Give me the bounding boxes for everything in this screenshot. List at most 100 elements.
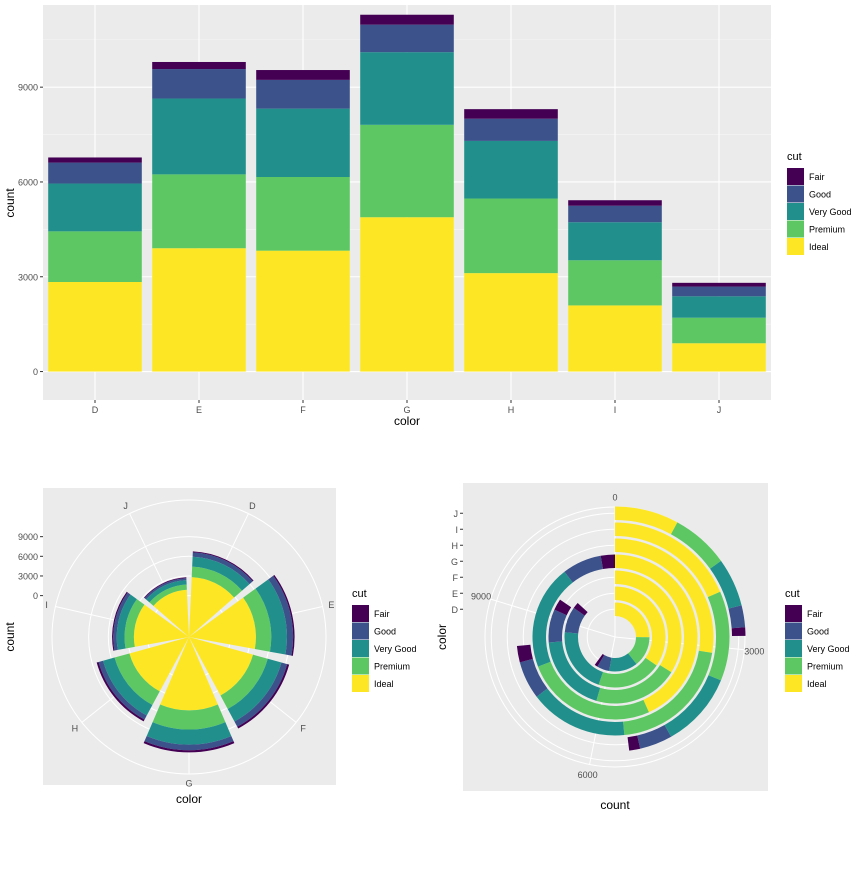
legend-label: Premium xyxy=(807,662,843,672)
wedge-F-very-good xyxy=(227,658,282,722)
angle-tick-label: 9000 xyxy=(471,592,491,602)
legend-key xyxy=(352,675,369,692)
y-tick-label: 6000 xyxy=(18,177,38,187)
wedge-J-good xyxy=(144,578,187,600)
bar-segment-E-ideal xyxy=(152,248,246,372)
arc-D-ideal xyxy=(615,602,650,638)
bar-segment-J-premium xyxy=(672,317,766,344)
wedge-E-premium xyxy=(243,588,272,652)
y-axis-ticks: 0 3000 6000 9000 xyxy=(18,532,43,601)
legend-key xyxy=(352,640,369,657)
y-tick-label: 6000 xyxy=(18,552,38,562)
legend-key xyxy=(352,622,369,640)
arc-F-very-good xyxy=(548,641,601,701)
wedge-J-very-good xyxy=(146,580,187,603)
wedge-E-very-good xyxy=(255,579,287,655)
y-tick-label: 9000 xyxy=(18,83,38,93)
wedge-I-good xyxy=(113,592,131,651)
bar-segment-G-very-good xyxy=(360,52,454,125)
arc-H-premium xyxy=(623,650,713,736)
wedge-J-premium xyxy=(149,584,187,606)
bar-segment-J-fair xyxy=(672,282,766,287)
bar-segment-E-premium xyxy=(152,174,246,249)
x-tick-label: F xyxy=(300,405,306,415)
legend-title: cut xyxy=(352,588,367,600)
legend-label: Premium xyxy=(374,662,410,672)
y-axis-title: count xyxy=(3,188,17,218)
wedge-D-ideal xyxy=(189,577,235,637)
x-tick-label: D xyxy=(92,405,99,415)
bar-segment-E-fair xyxy=(152,61,246,70)
arc-I-premium xyxy=(707,591,730,681)
bar-segment-G-good xyxy=(360,24,454,53)
bar-segment-F-ideal xyxy=(256,250,350,372)
bar-segment-H-very-good xyxy=(464,140,558,199)
x-axis-title: count xyxy=(600,798,630,812)
wedge-F-good xyxy=(234,662,288,727)
category-tick-label: F xyxy=(453,573,459,583)
legend-label: Very Good xyxy=(807,644,850,654)
wedge-E-ideal xyxy=(189,597,256,649)
arc-H-ideal xyxy=(615,538,714,653)
arc-J-very-good xyxy=(710,560,742,609)
arc-E-premium xyxy=(598,657,657,688)
legend-key xyxy=(785,640,802,657)
legend-key xyxy=(787,238,804,255)
wedge-D-premium xyxy=(191,566,243,598)
arc-I-ideal xyxy=(615,522,721,598)
arcs xyxy=(516,506,746,751)
angle-tick-label: 0 xyxy=(612,493,617,503)
bar-segment-J-good xyxy=(672,286,766,297)
bar-segment-J-very-good xyxy=(672,296,766,318)
bar-segment-I-premium xyxy=(568,260,662,306)
bar-segment-H-good xyxy=(464,118,558,141)
bar-segment-I-ideal xyxy=(568,305,662,372)
legend-key xyxy=(787,203,804,220)
arc-G-premium xyxy=(538,661,649,720)
arc-I-very-good xyxy=(664,675,721,737)
wedge-H-very-good xyxy=(103,657,153,716)
wedge-I-premium xyxy=(124,599,145,649)
legend-key xyxy=(787,220,804,238)
bar-segment-D-premium xyxy=(48,231,142,283)
category-labels: D E F G H I J xyxy=(45,501,334,789)
arc-D-good xyxy=(597,655,612,672)
bar-segment-D-very-good xyxy=(48,183,142,232)
arc-G-fair xyxy=(600,554,615,570)
legend-label: Very Good xyxy=(374,644,417,654)
wedge-E-fair xyxy=(273,574,295,656)
bar-segment-F-very-good xyxy=(256,108,350,177)
bar-segment-G-fair xyxy=(360,14,454,25)
category-label: H xyxy=(72,724,79,734)
x-tick-label: I xyxy=(614,405,617,415)
arc-I-fair xyxy=(627,735,641,751)
wedge-G-good xyxy=(144,735,234,751)
arc-E-very-good xyxy=(564,632,603,685)
category-label: D xyxy=(249,501,256,511)
wedge-J-ideal xyxy=(153,589,189,637)
wedges xyxy=(96,551,295,753)
legend-title: cut xyxy=(787,151,802,163)
legend-label: Fair xyxy=(807,609,823,619)
category-tick-label: J xyxy=(454,509,459,519)
category-tick-label: E xyxy=(452,589,458,599)
arc-F-fair xyxy=(554,599,572,616)
legend-label: Good xyxy=(809,190,831,200)
bar-segment-H-premium xyxy=(464,198,558,274)
arc-H-very-good xyxy=(536,688,625,736)
x-axis-ticks: D E F G H I J xyxy=(92,400,721,415)
category-tick-label: I xyxy=(455,525,458,535)
legend-label: Fair xyxy=(809,172,825,182)
wedge-H-ideal xyxy=(129,637,189,692)
legend-key xyxy=(785,657,802,675)
y-tick-label: 9000 xyxy=(18,532,38,542)
y-tick-label: 3000 xyxy=(18,272,38,282)
wedge-I-very-good xyxy=(116,594,137,650)
arc-E-ideal xyxy=(615,586,666,666)
polar-bar-chart: D E F G H I J 0 3000 6000 9000 color count cut Fai… xyxy=(3,488,417,806)
stacked-bar-chart: 0 3000 6000 9000 D E F G H I J color count cut Fai… xyxy=(3,5,852,428)
legend-title: cut xyxy=(785,588,800,600)
legend-key xyxy=(787,168,804,185)
legend-label: Good xyxy=(807,627,829,637)
